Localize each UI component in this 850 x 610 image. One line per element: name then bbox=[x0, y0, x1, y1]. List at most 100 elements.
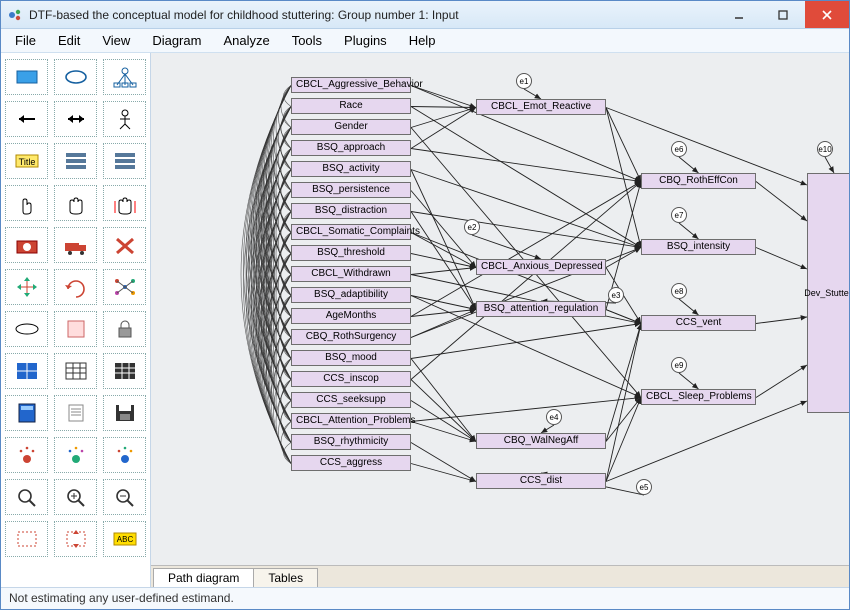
var-CBCL_Emot_Reactive[interactable]: CBCL_Emot_Reactive bbox=[476, 99, 606, 115]
spray1-tool[interactable] bbox=[5, 437, 48, 473]
app-icon bbox=[7, 7, 23, 23]
var-CCS_vent[interactable]: CCS_vent bbox=[641, 315, 756, 331]
zoom-out-tool[interactable] bbox=[103, 479, 146, 515]
app-window: DTF-based the conceptual model for child… bbox=[0, 0, 850, 610]
rotate-tool[interactable] bbox=[54, 269, 97, 305]
var-BSQ_mood[interactable]: BSQ_mood bbox=[291, 350, 411, 366]
svg-text:ABC: ABC bbox=[116, 535, 133, 544]
hand-open-tool[interactable] bbox=[54, 185, 97, 221]
list1-tool[interactable] bbox=[54, 143, 97, 179]
figure-tool[interactable] bbox=[103, 101, 146, 137]
menubar: FileEditViewDiagramAnalyzeToolsPluginsHe… bbox=[1, 29, 849, 53]
var-Gender[interactable]: Gender bbox=[291, 119, 411, 135]
var-BSQ_persistence[interactable]: BSQ_persistence bbox=[291, 182, 411, 198]
var-CCS_aggress[interactable]: CCS_aggress bbox=[291, 455, 411, 471]
save-tool[interactable] bbox=[103, 395, 146, 431]
var-CBCL_Somatic_Complaints[interactable]: CBCL_Somatic_Complaints bbox=[291, 224, 411, 240]
abc-tool[interactable]: ABC bbox=[103, 521, 146, 557]
var-BSQ_distraction[interactable]: BSQ_distraction bbox=[291, 203, 411, 219]
calc-tool[interactable] bbox=[5, 395, 48, 431]
err-e10[interactable]: e10 bbox=[817, 141, 833, 157]
tab-path-diagram[interactable]: Path diagram bbox=[153, 568, 254, 587]
grid2-tool[interactable] bbox=[54, 353, 97, 389]
var-BSQ_adaptibility[interactable]: BSQ_adaptibility bbox=[291, 287, 411, 303]
window-buttons bbox=[717, 1, 849, 28]
list2-tool[interactable] bbox=[103, 143, 146, 179]
net-tool[interactable] bbox=[103, 269, 146, 305]
oval-tool[interactable] bbox=[5, 311, 48, 347]
var-BSQ_threshold[interactable]: BSQ_threshold bbox=[291, 245, 411, 261]
page-tool[interactable] bbox=[54, 395, 97, 431]
ellipse-tool[interactable] bbox=[54, 59, 97, 95]
arrow-left-tool[interactable] bbox=[5, 101, 48, 137]
move-tool[interactable] bbox=[5, 269, 48, 305]
spray2-tool[interactable] bbox=[54, 437, 97, 473]
tab-tables[interactable]: Tables bbox=[253, 568, 318, 587]
close-button[interactable] bbox=[805, 1, 849, 28]
var-CCS_inscop[interactable]: CCS_inscop bbox=[291, 371, 411, 387]
minimize-button[interactable] bbox=[717, 1, 761, 28]
diagram-canvas[interactable]: CBCL_Aggressive_Behavior Race Gender BSQ_ap… bbox=[151, 53, 849, 565]
delete-tool[interactable] bbox=[103, 227, 146, 263]
toolbox: Title ABC bbox=[1, 53, 151, 587]
spray3-tool[interactable] bbox=[103, 437, 146, 473]
var-BSQ_attention_regulation[interactable]: BSQ_attention_regulation bbox=[476, 301, 606, 317]
var-Dev_Stuttering[interactable]: Dev_Stuttering bbox=[807, 173, 849, 413]
err-e2[interactable]: e2 bbox=[464, 219, 480, 235]
menu-plugins[interactable]: Plugins bbox=[334, 31, 397, 50]
menu-analyze[interactable]: Analyze bbox=[213, 31, 279, 50]
var-CBCL_Sleep_Problems[interactable]: CBCL_Sleep_Problems bbox=[641, 389, 756, 405]
var-CCS_seeksupp[interactable]: CCS_seeksupp bbox=[291, 392, 411, 408]
grid1-tool[interactable] bbox=[5, 353, 48, 389]
maximize-button[interactable] bbox=[761, 1, 805, 28]
titlebar: DTF-based the conceptual model for child… bbox=[1, 1, 849, 29]
canvas-wrap: CBCL_Aggressive_Behavior Race Gender BSQ_ap… bbox=[151, 53, 849, 587]
var-CCS_dist[interactable]: CCS_dist bbox=[476, 473, 606, 489]
menu-view[interactable]: View bbox=[92, 31, 140, 50]
title-tool[interactable]: Title bbox=[5, 143, 48, 179]
latent-tool[interactable] bbox=[103, 59, 146, 95]
err-e9[interactable]: e9 bbox=[671, 357, 687, 373]
var-CBQ_WalNegAff[interactable]: CBQ_WalNegAff bbox=[476, 433, 606, 449]
hand-move-tool[interactable] bbox=[103, 185, 146, 221]
err-e5[interactable]: e5 bbox=[636, 479, 652, 495]
scroll-tool[interactable] bbox=[54, 311, 97, 347]
menu-tools[interactable]: Tools bbox=[282, 31, 332, 50]
sel1-tool[interactable] bbox=[5, 521, 48, 557]
menu-diagram[interactable]: Diagram bbox=[142, 31, 211, 50]
var-BSQ_activity[interactable]: BSQ_activity bbox=[291, 161, 411, 177]
var-CBQ_RothSurgency[interactable]: CBQ_RothSurgency bbox=[291, 329, 411, 345]
err-e7[interactable]: e7 bbox=[671, 207, 687, 223]
err-e8[interactable]: e8 bbox=[671, 283, 687, 299]
var-CBCL_Withdrawn[interactable]: CBCL_Withdrawn bbox=[291, 266, 411, 282]
camera-tool[interactable] bbox=[5, 227, 48, 263]
menu-help[interactable]: Help bbox=[399, 31, 446, 50]
err-e3[interactable]: e3 bbox=[608, 287, 624, 303]
content-area: Title ABC CBCL_Aggressive_Behavior Race Gen… bbox=[1, 53, 849, 587]
grid3-tool[interactable] bbox=[103, 353, 146, 389]
var-BSQ_approach[interactable]: BSQ_approach bbox=[291, 140, 411, 156]
var-Race[interactable]: Race bbox=[291, 98, 411, 114]
sel2-tool[interactable] bbox=[54, 521, 97, 557]
var-CBCL_Aggressive_Behavior[interactable]: CBCL_Aggressive_Behavior bbox=[291, 77, 411, 93]
truck-tool[interactable] bbox=[54, 227, 97, 263]
arrow-double-tool[interactable] bbox=[54, 101, 97, 137]
statusbar: Not estimating any user-defined estimand… bbox=[1, 587, 849, 609]
err-e4[interactable]: e4 bbox=[546, 409, 562, 425]
var-AgeMonths[interactable]: AgeMonths bbox=[291, 308, 411, 324]
var-BSQ_rhythmicity[interactable]: BSQ_rhythmicity bbox=[291, 434, 411, 450]
zoom-in-tool[interactable] bbox=[54, 479, 97, 515]
var-CBCL_Anxious_Depressed[interactable]: CBCL_Anxious_Depressed bbox=[476, 259, 606, 275]
err-e6[interactable]: e6 bbox=[671, 141, 687, 157]
rect-tool[interactable] bbox=[5, 59, 48, 95]
var-CBQ_RothEffCon[interactable]: CBQ_RothEffCon bbox=[641, 173, 756, 189]
menu-file[interactable]: File bbox=[5, 31, 46, 50]
menu-edit[interactable]: Edit bbox=[48, 31, 90, 50]
var-BSQ_intensity[interactable]: BSQ_intensity bbox=[641, 239, 756, 255]
var-CBCL_Attention_Problems[interactable]: CBCL_Attention_Problems bbox=[291, 413, 411, 429]
err-e1[interactable]: e1 bbox=[516, 73, 532, 89]
hand-point-tool[interactable] bbox=[5, 185, 48, 221]
zoom-tool[interactable] bbox=[5, 479, 48, 515]
lock-tool[interactable] bbox=[103, 311, 146, 347]
window-title: DTF-based the conceptual model for child… bbox=[29, 8, 717, 22]
